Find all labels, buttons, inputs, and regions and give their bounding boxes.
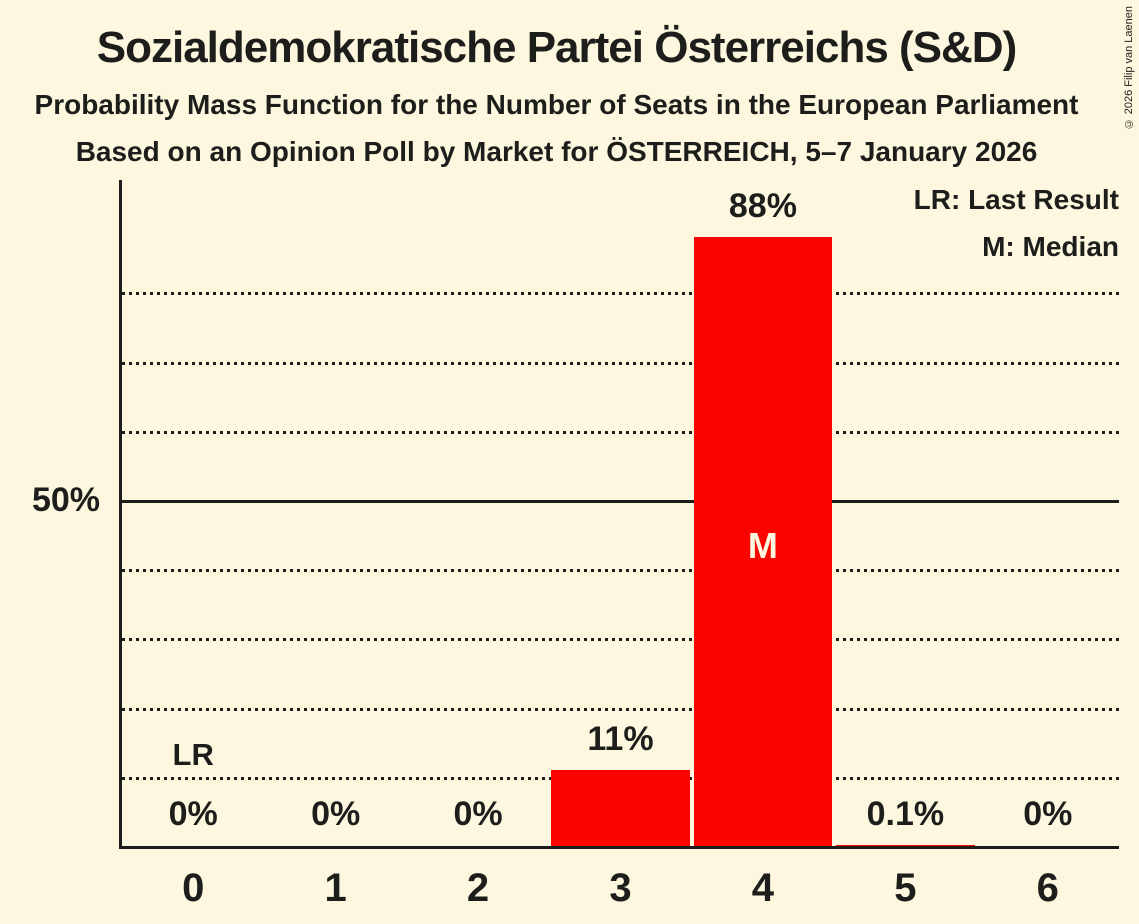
y-axis-50pct-label: 50% <box>31 481 100 519</box>
value-label-seats-6: 0% <box>1023 795 1073 833</box>
x-tick-6: 6 <box>1036 866 1059 910</box>
x-tick-1: 1 <box>324 866 347 910</box>
gridline-30pct <box>122 638 1119 641</box>
value-label-seats-3: 11% <box>587 720 654 758</box>
last-result-marker: LR <box>172 736 214 772</box>
chart-source-line: Based on an Opinion Poll by Market for Ö… <box>75 136 1038 167</box>
gridline-60pct <box>122 431 1119 434</box>
gridline-70pct <box>122 362 1119 365</box>
value-label-seats-1: 0% <box>311 795 361 833</box>
median-marker: M <box>747 524 778 566</box>
gridline-50pct-solid <box>122 500 1119 503</box>
value-label-seats-4: 88% <box>728 187 797 225</box>
bar-seats-5 <box>836 845 975 846</box>
x-tick-5: 5 <box>894 866 917 910</box>
x-tick-3: 3 <box>609 866 632 910</box>
x-tick-4: 4 <box>751 866 775 910</box>
legend-median: M: Median <box>982 231 1119 262</box>
copyright-notice: © 2026 Filip van Laenen <box>1123 6 1135 130</box>
gridline-40pct <box>122 569 1119 572</box>
value-label-seats-2: 0% <box>453 795 503 833</box>
chart-subtitle: Probability Mass Function for the Number… <box>34 89 1079 120</box>
x-tick-0: 0 <box>182 866 205 910</box>
bar-seats-4 <box>693 237 833 846</box>
value-label-seats-0: 0% <box>168 795 218 833</box>
gridline-20pct <box>122 708 1119 711</box>
page-title: Sozialdemokratische Partei Österreichs (… <box>96 23 1017 72</box>
x-tick-2: 2 <box>466 866 490 910</box>
gridline-80pct <box>122 292 1119 295</box>
bar-seats-3 <box>551 770 690 846</box>
value-label-seats-5: 0.1% <box>866 795 945 833</box>
legend-last-result: LR: Last Result <box>913 184 1119 215</box>
plot-area: 0% 0% 0% 11% 88% 0.1% 0% M LR <box>119 180 1119 849</box>
